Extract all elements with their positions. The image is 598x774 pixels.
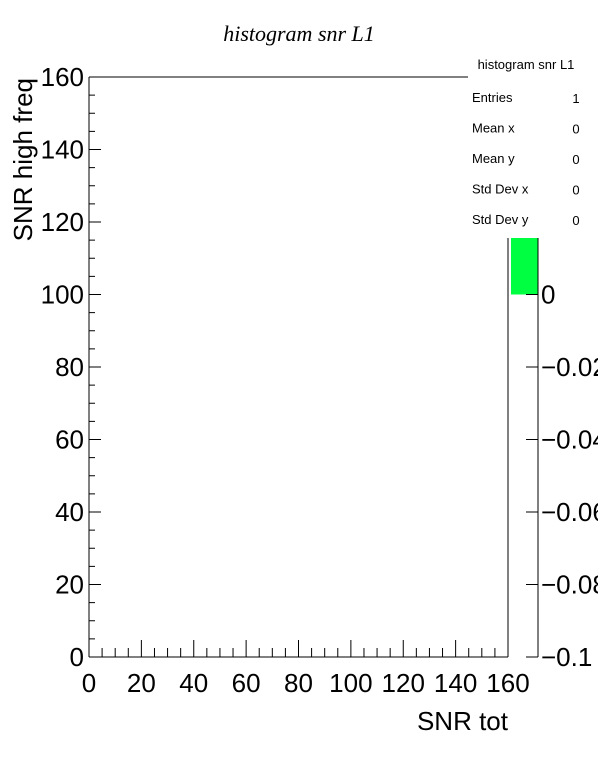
color-bar-tick-label: −0.08 bbox=[541, 570, 598, 600]
stats-row-label: Mean y bbox=[472, 151, 515, 166]
stats-row-label: Std Dev y bbox=[472, 212, 529, 227]
x-tick-label: 140 bbox=[434, 668, 477, 698]
y-tick-label: 160 bbox=[41, 62, 84, 92]
stats-row-value: 0 bbox=[572, 183, 579, 198]
x-tick-label: 20 bbox=[127, 668, 156, 698]
stats-row-label: Entries bbox=[472, 90, 513, 105]
y-tick-label: 120 bbox=[41, 207, 84, 237]
x-tick-label: 60 bbox=[232, 668, 261, 698]
x-tick-label: 80 bbox=[284, 668, 313, 698]
stats-title: histogram snr L1 bbox=[478, 57, 575, 72]
stats-box: histogram snr L1 Entries 1 Mean x 0 Mean y 0 St… bbox=[468, 54, 598, 238]
color-bar-tick-label: 0 bbox=[541, 280, 555, 310]
x-axis-ticks: 0 20 40 60 80 100 120 140 160 bbox=[82, 640, 530, 698]
color-bar-tick-label: −0.04 bbox=[541, 425, 598, 455]
y-tick-label: 0 bbox=[70, 642, 84, 672]
stats-row-value: 0 bbox=[572, 152, 579, 167]
x-tick-label: 160 bbox=[486, 668, 529, 698]
stats-row-value: 0 bbox=[572, 213, 579, 228]
y-axis-label: SNR high freq bbox=[8, 78, 38, 241]
y-axis-ticks: 0 20 40 60 80 100 120 140 160 bbox=[41, 62, 101, 672]
color-bar-tick-label: −0.06 bbox=[541, 497, 598, 527]
y-tick-label: 60 bbox=[55, 425, 84, 455]
chart-title: histogram snr L1 bbox=[223, 21, 375, 46]
y-tick-label: 100 bbox=[41, 280, 84, 310]
y-tick-label: 20 bbox=[55, 570, 84, 600]
stats-row-value: 0 bbox=[572, 122, 579, 137]
x-tick-label: 40 bbox=[179, 668, 208, 698]
color-bar-tick-label: −0.1 bbox=[541, 642, 592, 672]
color-bar-tick-label: −0.02 bbox=[541, 352, 598, 382]
stats-row-value: 1 bbox=[572, 91, 579, 106]
stats-row-label: Mean x bbox=[472, 121, 515, 136]
stats-box-background bbox=[468, 54, 598, 238]
y-tick-label: 80 bbox=[55, 352, 84, 382]
stats-row-label: Std Dev x bbox=[472, 182, 529, 197]
x-axis-label: SNR tot bbox=[417, 706, 509, 736]
y-tick-label: 140 bbox=[41, 135, 84, 165]
y-tick-label: 40 bbox=[55, 497, 84, 527]
x-tick-label: 0 bbox=[82, 668, 96, 698]
x-tick-label: 100 bbox=[329, 668, 372, 698]
x-tick-label: 120 bbox=[382, 668, 425, 698]
plot-frame bbox=[88, 76, 509, 658]
